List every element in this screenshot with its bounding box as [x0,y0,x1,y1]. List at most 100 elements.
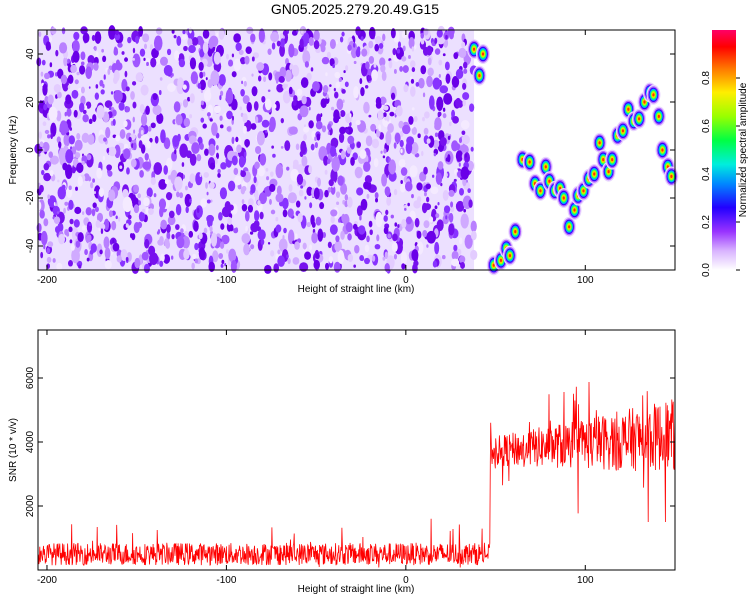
noise-blob [287,257,291,265]
bottom-x-axis-label: Height of straight line (km) [298,584,415,595]
noise-blob [77,87,82,94]
colorbar-label: Normalized spectral amplitude [738,82,749,217]
noise-blob [341,213,346,223]
noise-blob [460,119,470,130]
noise-blob [39,141,44,148]
noise-blob [410,86,416,97]
noise-blob [38,31,42,37]
noise-blob [378,124,382,132]
noise-blob [103,74,106,80]
noise-blob [345,65,349,72]
noise-blob [332,64,335,69]
noise-blob [48,106,58,121]
noise-blob [460,213,469,229]
noise-blob [315,252,320,260]
noise-blob [402,124,411,135]
noise-blob [270,31,280,43]
noise-blob [113,89,123,103]
noise-blob [103,137,108,142]
noise-blob [323,155,329,166]
signal-blob-layer [611,158,614,162]
noise-blob [249,231,254,235]
noise-blob [251,86,258,97]
noise-blob [159,235,164,245]
noise-blob [441,254,446,260]
noise-blob [158,179,167,190]
noise-blob [380,64,386,73]
noise-blob [183,249,190,260]
signal-blob [632,108,647,129]
noise-blob [310,143,315,151]
noise-blob [376,234,380,242]
noise-blob [143,197,150,207]
noise-blob [458,162,461,167]
colorbar-tick-label: 0.8 [701,71,712,85]
noise-blob [368,26,376,40]
noise-blob [50,132,54,140]
noise-blob [278,238,288,252]
noise-blob [176,35,182,46]
noise-blob [445,34,448,40]
noise-blob [302,242,307,250]
noise-blob [464,153,468,158]
noise-blob [244,210,250,222]
noise-blob [316,133,321,141]
noise-blob [184,193,192,207]
noise-blob [442,53,446,57]
signal-blob-layer [499,258,503,262]
noise-blob [371,138,380,149]
noise-blob [41,59,46,66]
noise-blob [153,35,163,51]
bottom-x-axis-ticks: -200 -100 0 100 [37,330,594,586]
noise-blob [132,57,135,61]
noise-blob [400,148,403,154]
noise-blob [159,206,164,218]
noise-blob [287,229,295,245]
noise-blob [417,133,421,139]
noise-blob [73,31,80,41]
noise-blob [326,51,331,59]
noise-blob [229,224,234,232]
signal-blob-layer [548,179,551,183]
noise-blob [400,183,406,193]
noise-blob [327,131,330,135]
noise-blob [47,241,54,248]
noise-blob [445,215,448,220]
noise-blob [261,95,266,103]
noise-blob [447,154,451,163]
noise-blob [39,184,44,193]
noise-blob [391,242,398,253]
noise-blob [200,100,204,106]
noise-blob [284,69,292,82]
noise-blob [370,123,377,132]
signal-blob-layer [508,254,512,258]
noise-blob [388,170,397,182]
noise-blob [243,151,247,158]
noise-blob [38,131,43,139]
noise-blob [276,40,281,47]
colorbar-tick-label: 0.0 [701,263,712,277]
noise-blob [142,161,152,170]
noise-blob [196,153,202,162]
noise-blob [177,77,184,89]
noise-blob [347,135,355,145]
noise-blob [76,162,84,174]
noise-blob [375,198,379,203]
noise-blob [58,147,66,162]
noise-blob [112,134,117,139]
noise-blob [459,237,463,245]
noise-blob [95,51,99,58]
noise-blob [353,264,357,268]
noise-blob [317,228,324,242]
noise-blob [49,62,53,68]
noise-blob [335,191,341,199]
colorbar-ticks: 0.0 0.2 0.4 0.6 0.8 [701,71,740,277]
noise-blob [300,140,307,155]
noise-blob [282,235,285,240]
colorbar-gradient [712,30,736,270]
noise-blob [325,72,328,77]
noise-blob [142,208,146,213]
noise-blob [329,145,337,158]
noise-blob [296,88,303,96]
noise-blob [382,155,386,159]
